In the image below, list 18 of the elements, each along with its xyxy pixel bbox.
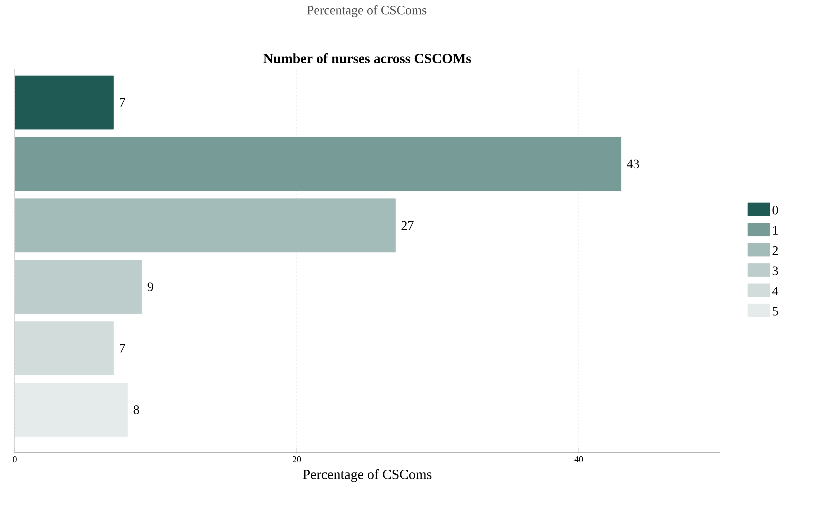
x-tick-label: 20 <box>292 456 302 463</box>
data-label: 7 <box>120 98 126 108</box>
data-label: 43 <box>627 160 640 169</box>
chart-title: Number of nurses across CSCOMs <box>264 53 472 64</box>
legend-label: 0 <box>772 206 778 215</box>
legend-label: 3 <box>772 266 778 276</box>
x-tick-label: 0 <box>13 456 17 463</box>
x-axis-title: Percentage of CSComs <box>303 469 432 482</box>
legend-label: 2 <box>772 246 778 256</box>
data-label: 27 <box>402 221 414 230</box>
legend-label: 4 <box>772 286 779 296</box>
data-label: 8 <box>134 406 140 414</box>
data-label: 7 <box>120 344 126 353</box>
legend-label: 5 <box>773 307 778 316</box>
x-tick-label: 40 <box>574 456 584 463</box>
text: Percentage of CSComs <box>307 6 427 18</box>
legend-label: 1 <box>773 226 778 235</box>
data-label: 9 <box>148 282 154 292</box>
